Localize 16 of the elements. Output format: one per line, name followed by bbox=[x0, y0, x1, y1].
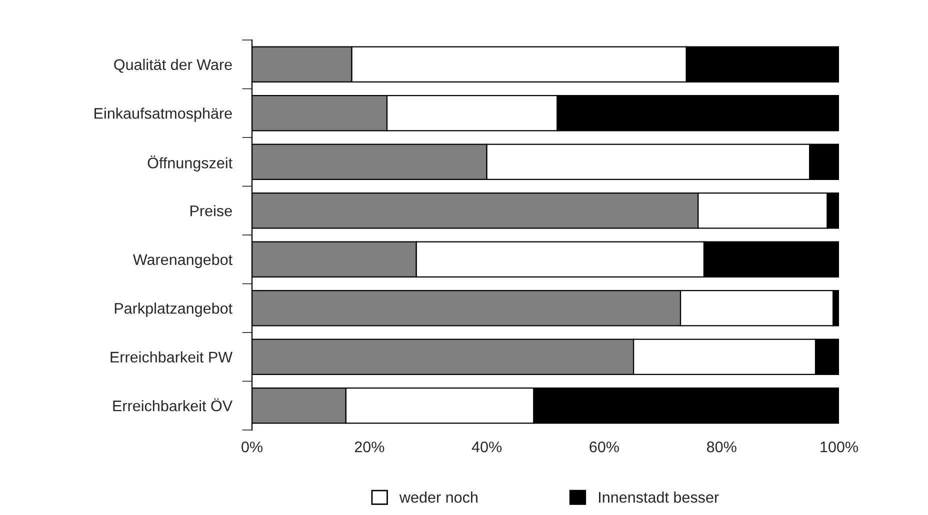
y-tick-label: Erreichbarkeit PW bbox=[110, 351, 233, 363]
y-tick-label: Parkplatzangebot bbox=[114, 302, 232, 317]
legend-label: weder noch bbox=[399, 492, 478, 503]
legend-label: Innenstadt besser bbox=[599, 492, 719, 503]
x-tick-label: 40% bbox=[472, 442, 502, 452]
x-tick-label: 80% bbox=[706, 442, 736, 452]
y-tick-label: Erreichbarkeit ÖV bbox=[113, 398, 232, 412]
x-tick-label: 20% bbox=[354, 442, 384, 452]
y-tick-label: Qualität der Ware bbox=[114, 58, 232, 73]
y-tick-label: Preise bbox=[190, 205, 232, 216]
x-tick-label: 100% bbox=[820, 442, 858, 452]
y-tick-label: Öffnungszeit bbox=[148, 155, 232, 172]
y-tick-label: Warenangebot bbox=[132, 254, 232, 268]
y-tick-label: Einkaufsatmosphäre bbox=[94, 108, 232, 122]
x-tick-label: 60% bbox=[590, 442, 619, 452]
x-tick-label: 0% bbox=[242, 442, 262, 452]
